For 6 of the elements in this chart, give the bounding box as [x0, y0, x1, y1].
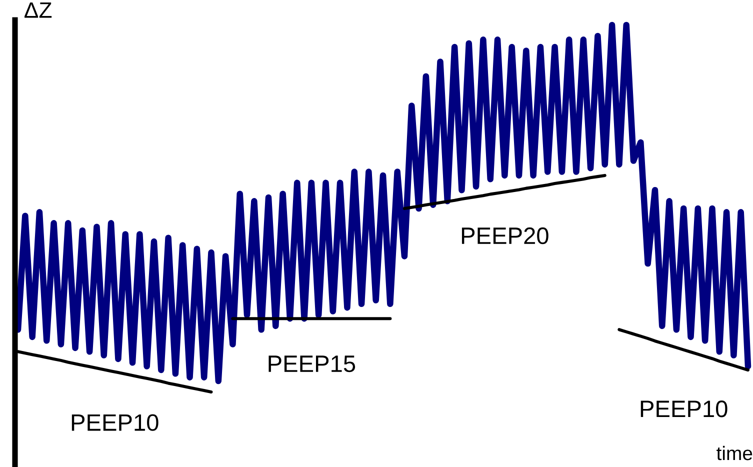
x-axis-title: time [716, 446, 752, 460]
annotation: PEEP20 [462, 227, 548, 244]
annotation: PEEP15 [268, 356, 356, 372]
text: PEEP10 [640, 400, 728, 418]
y-axis-title: ΔZ [24, 2, 52, 18]
text: PEEP10 [72, 414, 158, 431]
